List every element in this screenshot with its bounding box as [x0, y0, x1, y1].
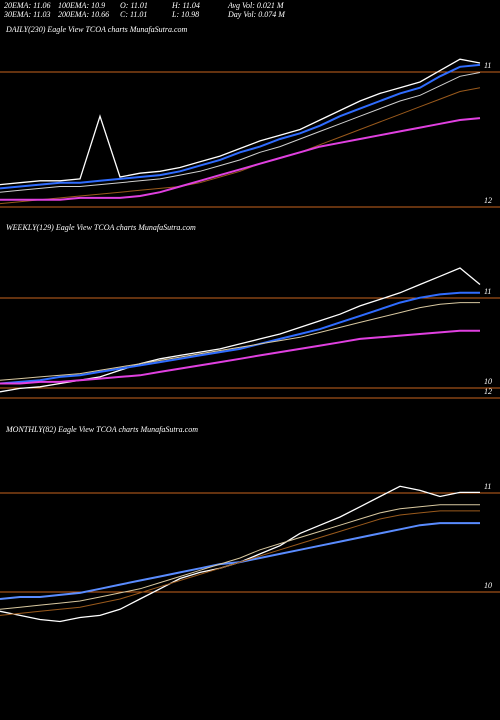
- series-line: [0, 504, 480, 610]
- level-label: 11: [484, 61, 491, 70]
- header-stat: H: 11.04: [171, 1, 200, 10]
- level-label: 10: [484, 377, 492, 386]
- level-label: 10: [484, 581, 492, 590]
- header-stat: 30EMA: 11.03: [3, 10, 51, 19]
- level-label: 12: [484, 387, 492, 396]
- level-label: 12: [484, 196, 492, 205]
- panel-title: MONTHLY(82) Eagle View TCOA charts Munaf…: [5, 425, 198, 434]
- series-line: [0, 63, 481, 190]
- series-line: [0, 510, 480, 616]
- panel-title: DAILY(230) Eagle View TCOA charts Munafa…: [5, 25, 188, 34]
- header-stat: L: 10.98: [171, 10, 199, 19]
- panel-title: WEEKLY(129) Eagle View TCOA charts Munaf…: [6, 223, 196, 232]
- series-line: [0, 72, 481, 193]
- header-stat: Day Vol: 0.074 M: [227, 10, 286, 19]
- series-line: [0, 302, 480, 381]
- header-stat: 20EMA: 11.06: [4, 1, 51, 10]
- header-stat: C: 11.01: [120, 10, 147, 19]
- series-line: [0, 291, 480, 385]
- header-stat: 200EMA: 10.66: [58, 10, 109, 19]
- level-label: 11: [484, 287, 491, 296]
- series-line: [0, 58, 481, 186]
- series-line: [0, 87, 481, 205]
- header-stat: Avg Vol: 0.021 M: [227, 1, 285, 10]
- level-label: 11: [484, 482, 491, 491]
- series-line: [0, 117, 481, 201]
- header-stat: O: 11.01: [120, 1, 148, 10]
- series-line: [0, 329, 480, 385]
- header-stat: 100EMA: 10.9: [58, 1, 105, 10]
